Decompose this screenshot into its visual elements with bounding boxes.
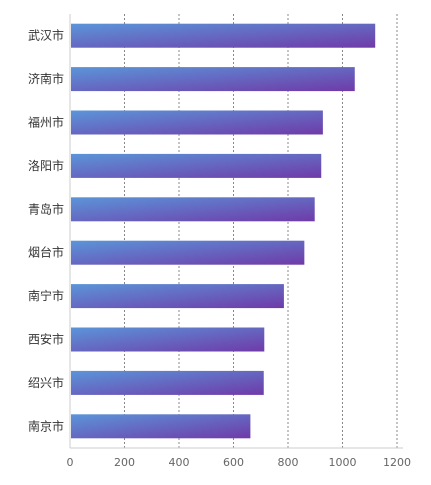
bar xyxy=(71,370,264,395)
x-tick-label: 800 xyxy=(278,456,299,469)
bar xyxy=(71,67,355,92)
category-label: 烟台市 xyxy=(28,245,64,260)
category-label: 洛阳市 xyxy=(28,158,64,173)
category-label: 南宁市 xyxy=(28,288,64,303)
category-label: 福州市 xyxy=(28,115,64,130)
category-label: 绍兴市 xyxy=(28,375,64,390)
bar xyxy=(71,240,305,265)
bar xyxy=(71,110,323,135)
bar xyxy=(71,153,322,178)
category-label: 武汉市 xyxy=(28,28,64,43)
category-label: 南京市 xyxy=(28,418,64,433)
bar xyxy=(71,197,315,222)
bar xyxy=(71,327,265,352)
category-label: 济南市 xyxy=(28,71,64,86)
bar xyxy=(71,23,376,48)
axes xyxy=(69,14,403,449)
bar xyxy=(71,414,251,439)
x-tick-label: 200 xyxy=(114,456,135,469)
x-tick-label: 0 xyxy=(67,456,74,469)
category-label: 青岛市 xyxy=(28,201,64,216)
x-tick-label: 400 xyxy=(169,456,190,469)
category-label: 西安市 xyxy=(28,332,64,347)
x-tick-label: 600 xyxy=(223,456,244,469)
labels: 0 200 400 600 800 1000 1200 武汉市济南市福州市洛阳市青岛市烟台市南… xyxy=(28,28,411,469)
x-tick-label: 1000 xyxy=(329,456,357,469)
x-tick-label: 1200 xyxy=(383,456,411,469)
bar xyxy=(71,284,284,309)
bars xyxy=(71,23,376,439)
